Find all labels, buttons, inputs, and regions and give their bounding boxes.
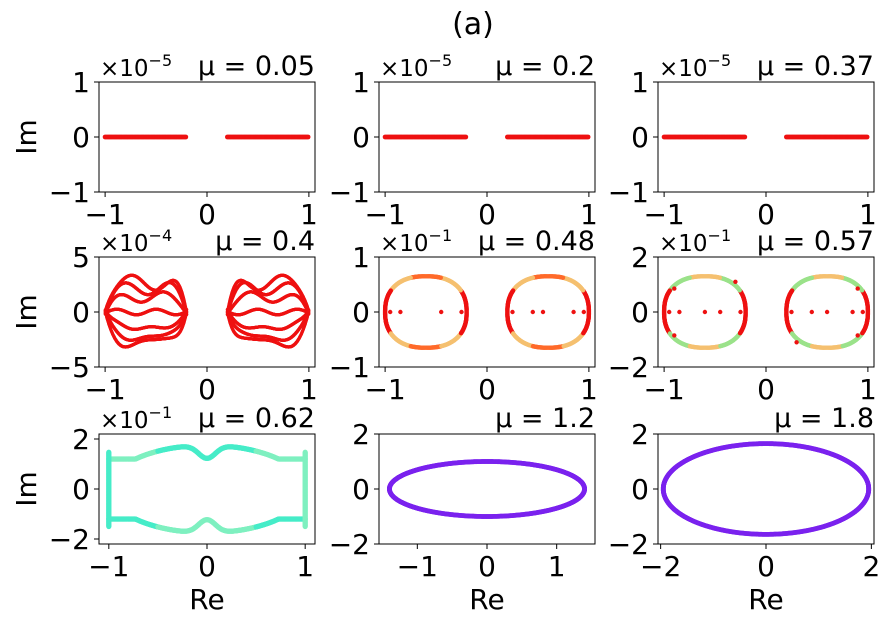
- data-point: [463, 134, 469, 140]
- subplot-2: −1 0 1 −1 0 1 ×10−5 μ = 0.37: [608, 51, 877, 231]
- axes-frame: [98, 256, 316, 368]
- data-point: [585, 134, 591, 140]
- subplot-0: −1 0 1 −1 0 1 ×10−5 μ = 0.05 Im: [10, 51, 318, 231]
- x-tick-label: −1: [84, 373, 125, 406]
- data-point: [864, 134, 870, 140]
- subplot-4: −1 0 1−101 ×10−1 μ = 0.48: [329, 226, 598, 406]
- y-tick-label: −5: [49, 351, 90, 384]
- x-tick-label: 1: [859, 198, 877, 231]
- subplot-title: μ = 0.05: [198, 51, 315, 82]
- subplot-title: μ = 0.2: [495, 51, 595, 82]
- x-tick-label: −1: [643, 198, 684, 231]
- subplot-1: −1 0 1 −1 0 1 ×10−5 μ = 0.2: [329, 51, 598, 231]
- subplot-3: −1 0 1 −5 0 5 ×10−4 μ = 0.4 Im: [10, 226, 318, 406]
- y-tick-label: −1: [329, 176, 370, 209]
- data-point: [305, 134, 311, 140]
- y-tick-label: −1: [608, 176, 649, 209]
- data-point: [183, 134, 189, 140]
- x-tick-label: 1: [300, 373, 318, 406]
- y-axis-label: Im: [10, 119, 43, 155]
- data-point: [464, 310, 469, 315]
- y-tick-label: 5: [72, 241, 90, 274]
- subplot-title: μ = 0.4: [215, 226, 315, 257]
- x-tick-label: 0: [198, 198, 216, 231]
- y-tick-label: 1: [72, 66, 90, 99]
- data-point: [103, 309, 107, 313]
- axis-multiplier: ×10−5: [659, 51, 731, 82]
- x-tick-label: 1: [580, 198, 598, 231]
- y-tick-label: 0: [631, 121, 649, 154]
- axis-multiplier: ×10−5: [380, 51, 452, 82]
- data-point: [742, 134, 748, 140]
- x-tick-label: 0: [757, 198, 775, 231]
- y-tick-label: −1: [49, 176, 90, 209]
- subplot-title: μ = 0.37: [757, 51, 874, 82]
- y-tick-label: 1: [352, 66, 370, 99]
- x-tick-label: 0: [478, 198, 496, 231]
- y-tick-label: 0: [72, 296, 90, 329]
- axis-multiplier: ×10−5: [100, 51, 172, 82]
- x-tick-label: 1: [300, 198, 318, 231]
- y-tick-label: 0: [352, 121, 370, 154]
- y-tick-label: 0: [72, 121, 90, 154]
- y-tick-label: 1: [631, 66, 649, 99]
- y-axis-label: Im: [10, 294, 43, 330]
- x-tick-label: 0: [198, 373, 216, 406]
- x-tick-label: −1: [364, 198, 405, 231]
- x-tick-label: −1: [84, 198, 125, 231]
- data-point: [307, 309, 311, 313]
- figure-title: (a): [452, 7, 494, 42]
- axis-multiplier: ×10−4: [100, 226, 172, 257]
